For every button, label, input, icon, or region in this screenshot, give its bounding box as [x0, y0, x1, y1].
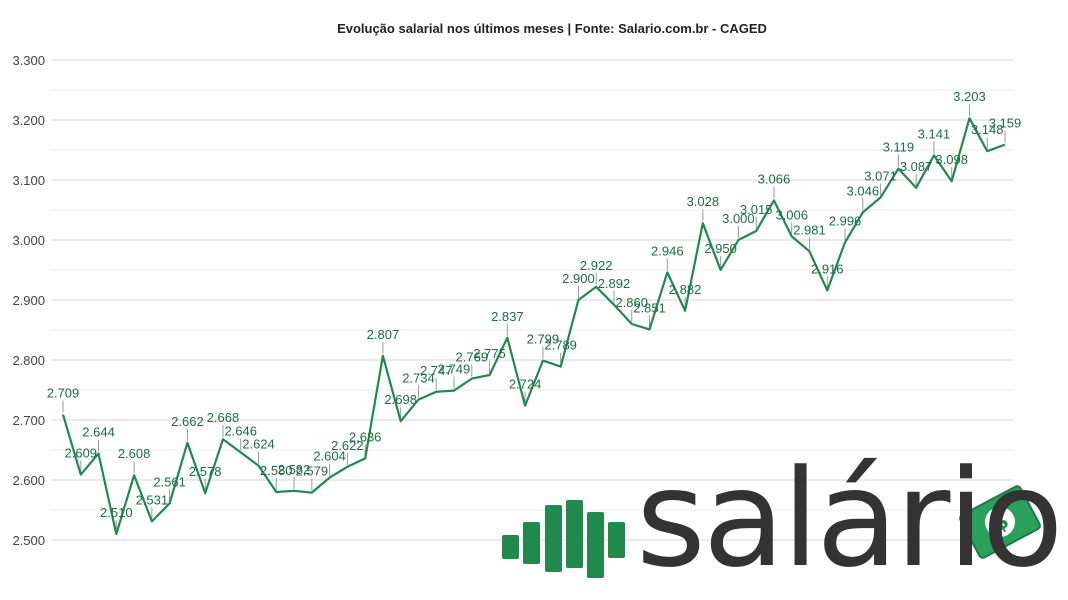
data-label: 2.609 [65, 446, 98, 461]
data-label: 3.159 [989, 116, 1022, 131]
y-tick-label: 3.200 [12, 113, 45, 128]
data-label: 2.724 [509, 377, 542, 392]
data-label: 3.015 [740, 202, 773, 217]
data-label: 2.837 [491, 309, 524, 324]
data-label: 2.789 [544, 338, 577, 353]
data-label: 2.636 [349, 429, 382, 444]
data-label: 2.860 [615, 295, 648, 310]
data-label: 2.624 [242, 437, 275, 452]
y-axis: 2.500 2.600 2.700 2.800 2.900 3.000 3.100 3.200… [12, 53, 45, 548]
data-label: 2.510 [100, 505, 133, 520]
data-label: 3.098 [935, 152, 968, 167]
data-label: 3.000 [722, 211, 755, 226]
data-label: 2.769 [456, 350, 489, 365]
data-label: 2.580 [260, 463, 293, 478]
y-tick-label: 3.300 [12, 53, 45, 68]
data-label: 3.066 [758, 171, 791, 186]
data-label: 2.922 [580, 258, 613, 273]
y-tick-label: 3.100 [12, 173, 45, 188]
grid [52, 59, 1014, 541]
data-label: 2.622 [331, 438, 364, 453]
data-label: 2.775 [473, 346, 506, 361]
data-label: 3.028 [687, 194, 720, 209]
brand-bars-icon [502, 500, 625, 578]
data-label: 2.582 [278, 462, 311, 477]
data-label: 2.950 [704, 241, 737, 256]
data-label: 2.531 [136, 492, 169, 507]
data-labels: 2.709 2.609 2.644 2.510 2.608 2.531 2.561 2.662… [47, 89, 1022, 520]
data-label: 2.799 [527, 332, 560, 347]
y-tick-label: 2.900 [12, 293, 45, 308]
series-line [61, 117, 1006, 536]
data-label: 3.046 [847, 183, 880, 198]
brand-logo-text: salário [636, 441, 1064, 597]
brand-logo: $ [502, 485, 1041, 578]
data-label: 2.749 [438, 362, 471, 377]
data-label: 2.578 [189, 464, 222, 479]
y-tick-label: 2.600 [12, 473, 45, 488]
y-tick-label: 2.500 [12, 533, 45, 548]
data-label: 2.981 [793, 222, 826, 237]
money-bill-icon: $ [959, 485, 1041, 559]
data-label: 2.604 [313, 449, 346, 464]
data-label: 2.646 [224, 423, 257, 438]
data-label: 2.561 [153, 474, 186, 489]
data-label: 2.662 [171, 414, 204, 429]
data-label: 2.734 [402, 371, 435, 386]
chart-title: Evolução salarial nos últimos meses | Fo… [337, 21, 767, 36]
data-label: 3.141 [918, 126, 951, 141]
data-label: 3.071 [864, 168, 897, 183]
data-label: 3.119 [883, 140, 915, 155]
data-label: 2.916 [811, 261, 844, 276]
data-label: 2.644 [82, 425, 115, 440]
data-label: 2.709 [47, 386, 80, 401]
data-label: 2.698 [384, 392, 417, 407]
y-tick-label: 2.800 [12, 353, 45, 368]
data-label: 2.892 [598, 276, 631, 291]
data-label: 3.006 [775, 207, 808, 222]
data-label: 2.579 [296, 464, 329, 479]
data-label: 2.851 [633, 300, 666, 315]
data-label: 2.668 [207, 410, 240, 425]
data-label: 2.900 [562, 271, 595, 286]
data-label: 2.946 [651, 243, 684, 258]
data-label: 2.882 [669, 282, 702, 297]
data-label: 3.087 [900, 159, 933, 174]
data-label: 2.807 [367, 327, 400, 342]
data-label: 3.148 [971, 122, 1004, 137]
y-tick-label: 2.700 [12, 413, 45, 428]
data-label: 2.608 [118, 446, 151, 461]
data-label: 2.747 [420, 363, 453, 378]
data-label: 2.996 [829, 213, 862, 228]
y-tick-label: 3.000 [12, 233, 45, 248]
data-label: 3.203 [953, 89, 986, 104]
